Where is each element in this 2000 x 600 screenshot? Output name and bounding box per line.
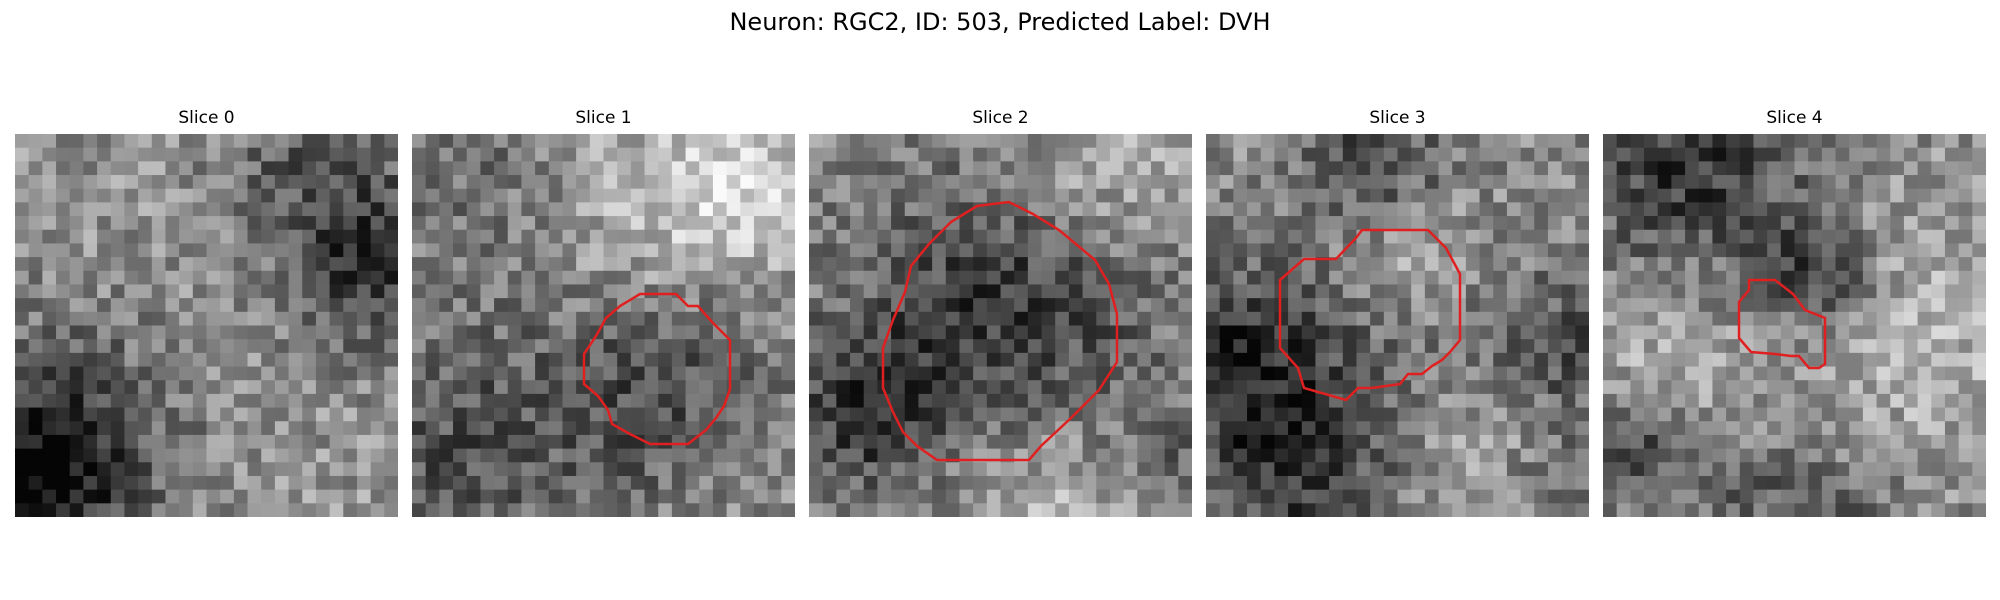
roi-contour (881, 200, 1119, 462)
slice-title: Slice 1 (575, 108, 632, 128)
slice-image (1206, 134, 1589, 517)
slice-title: Slice 3 (1369, 108, 1426, 128)
slice-title: Slice 2 (972, 108, 1029, 128)
slice-title: Slice 4 (1766, 108, 1823, 128)
pixel-grid (412, 134, 795, 517)
slice-image (412, 134, 795, 517)
pixel-grid (809, 134, 1192, 517)
pixel-grid (1603, 134, 1986, 517)
slice-title: Slice 0 (178, 108, 235, 128)
slice-image (1603, 134, 1986, 517)
roi-contour (1737, 278, 1827, 370)
roi-contour (582, 292, 732, 446)
slice-image (809, 134, 1192, 517)
roi-contour (1278, 228, 1462, 402)
pixel-grid (15, 134, 398, 517)
figure-title: Neuron: RGC2, ID: 503, Predicted Label: … (729, 8, 1271, 36)
slice-image (15, 134, 398, 517)
pixel-grid (1206, 134, 1589, 517)
